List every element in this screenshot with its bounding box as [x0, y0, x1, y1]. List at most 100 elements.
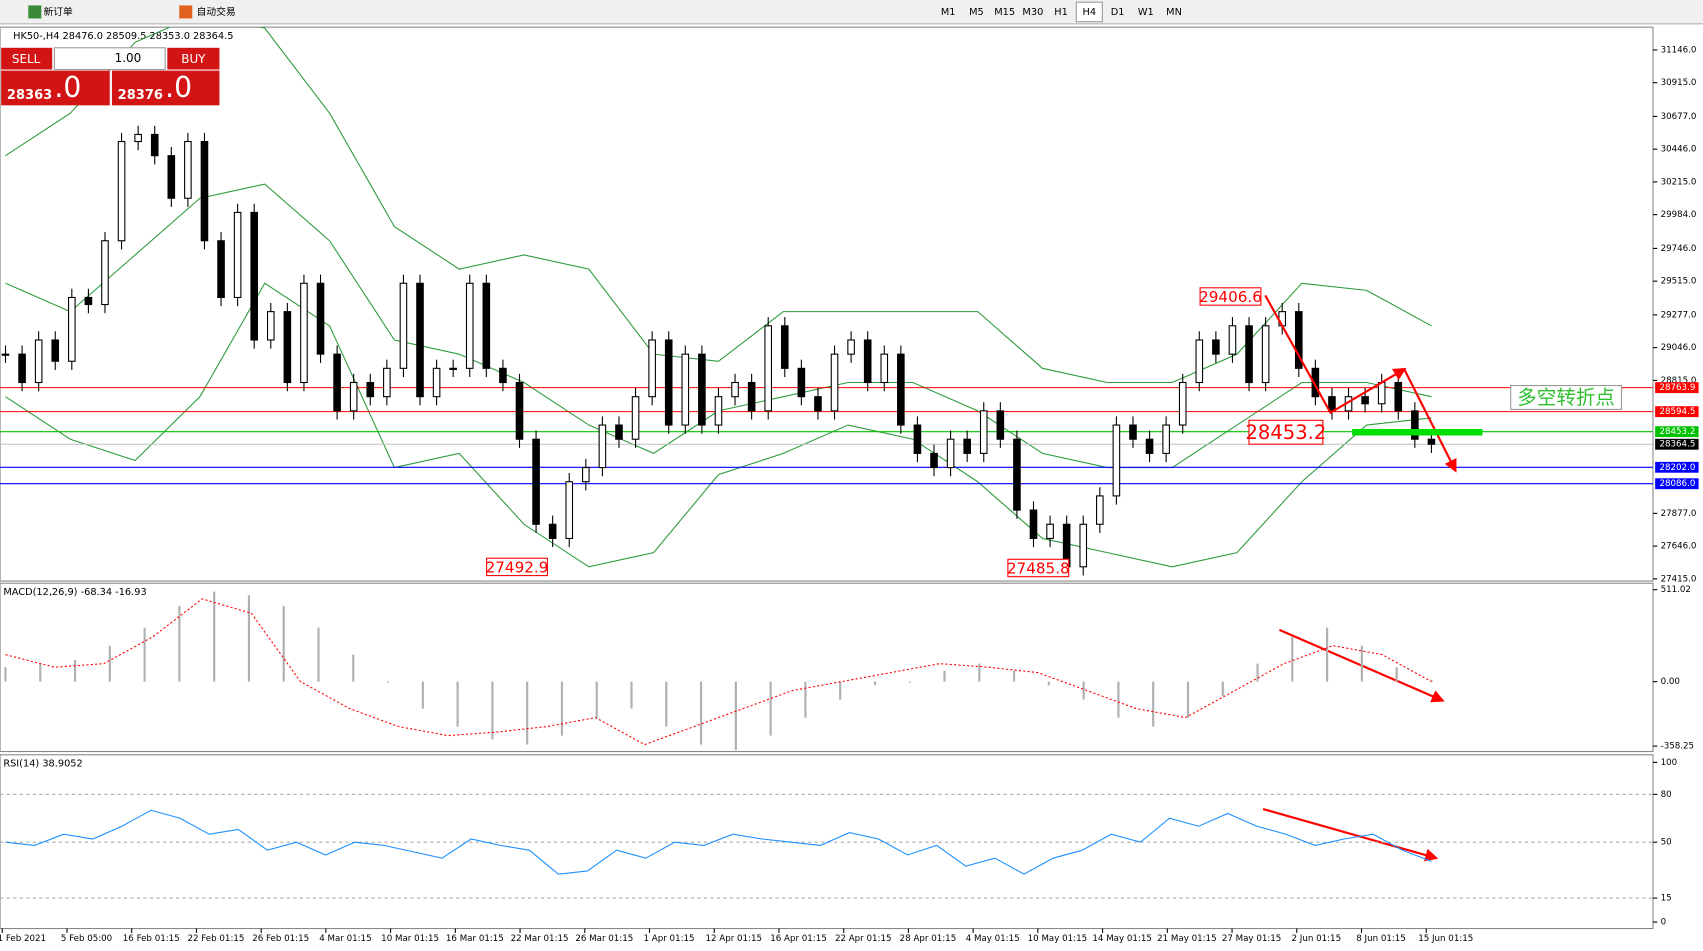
y-tick-label: 31146.0 [1661, 45, 1697, 55]
rsi-line [5, 809, 1432, 875]
annotation-box [1510, 384, 1623, 410]
macd-bar [4, 667, 7, 682]
candle [84, 296, 93, 306]
candle [963, 438, 971, 454]
buy-button[interactable] [167, 47, 220, 70]
timeframe[interactable]: M5 [969, 7, 984, 18]
sell-button[interactable] [1, 47, 53, 70]
y-tick-label: 28815.0 [1661, 376, 1697, 386]
price-level-label: 28202.0 [1659, 463, 1695, 473]
candle [1195, 339, 1204, 384]
x-tick-label: 21 May 01:15 [1157, 934, 1216, 944]
candle [764, 325, 773, 412]
candle [416, 282, 424, 398]
price-level-label: 28453.2 [1659, 427, 1695, 437]
candle [1411, 410, 1419, 440]
x-tick-label: 8 Jun 01:15 [1356, 934, 1406, 944]
macd-bar [978, 663, 981, 682]
candle [349, 381, 358, 412]
y-tick-label: 50 [1661, 838, 1672, 848]
x-tick-label: 2 Jun 01:15 [1292, 934, 1342, 944]
candle [897, 353, 905, 426]
timeframe[interactable]: M15 [994, 7, 1015, 18]
sell-quote[interactable] [1, 70, 110, 106]
x-tick-label: 16 Apr 01:15 [770, 934, 827, 944]
macd-bar [665, 681, 668, 727]
macd-bar [1186, 681, 1190, 718]
candle [1394, 381, 1403, 412]
y-tick-label: 80 [1661, 790, 1672, 800]
candle [1129, 424, 1137, 440]
trade-panel: SELL 1.00 BUY 28363 .0 28376 .0 [1, 47, 220, 106]
candle [664, 339, 673, 426]
candle [333, 353, 341, 412]
x-tick-label: 15 Jun 01:15 [1418, 934, 1473, 944]
lot-input[interactable] [53, 47, 166, 71]
x-tick-label: 4 May 01:15 [966, 934, 1020, 944]
new-order[interactable]: 新订单 [44, 5, 74, 18]
timeframe[interactable]: M1 [941, 7, 956, 18]
macd-label: MACD(12,26,9) -68.34 -16.93 [3, 587, 146, 598]
candle [1328, 396, 1336, 412]
candle [1245, 325, 1253, 384]
x-tick-label: 22 Mar 01:15 [511, 934, 569, 944]
price-level-tag [1655, 406, 1699, 418]
sell-price: 28363 [7, 88, 52, 103]
macd-bar [560, 681, 564, 736]
buy[interactable]: BUY [181, 52, 206, 66]
candle [1178, 381, 1187, 426]
macd-bar [1117, 681, 1120, 718]
price-level-tag [1655, 382, 1699, 394]
timeframe[interactable]: H4 [1083, 7, 1097, 18]
y-tick-label: 0 [1661, 918, 1667, 928]
annotation: 多空转折点 [1517, 386, 1615, 409]
macd-bar [1291, 636, 1294, 682]
macd-bar [839, 681, 842, 700]
candle [863, 339, 872, 384]
buy-quote[interactable] [111, 70, 220, 106]
candle [1427, 438, 1436, 445]
candle [499, 367, 507, 384]
timeframe[interactable]: D1 [1111, 7, 1125, 18]
macd-bar [526, 681, 529, 745]
macd-bar [317, 627, 320, 682]
macd-bar [247, 595, 251, 682]
y-tick-label: 511.02 [1661, 585, 1691, 595]
candle [383, 367, 391, 398]
candle [449, 367, 457, 370]
timeframe[interactable]: W1 [1138, 7, 1154, 18]
chart-header: HK50-,H4 28476.0 28509.5 28353.0 28364.5 [13, 31, 233, 42]
candle [250, 211, 259, 341]
y-tick-label: 29746.0 [1661, 244, 1697, 254]
macd-bar [1047, 681, 1050, 686]
sell[interactable]: SELL [12, 52, 41, 66]
x-tick-label: 26 Mar 01:15 [575, 934, 633, 944]
timeframe[interactable]: H1 [1054, 7, 1068, 18]
candle [880, 353, 889, 384]
price-level-tag [1655, 426, 1699, 438]
candle [747, 381, 756, 412]
auto-trading-icon[interactable] [179, 5, 193, 19]
x-tick-label: 16 Mar 01:15 [446, 934, 504, 944]
candle [184, 140, 192, 199]
buy-price: 28376 [118, 88, 163, 103]
y-tick-label: 30915.0 [1661, 78, 1697, 88]
candle [266, 311, 275, 341]
candle [283, 311, 292, 384]
y-tick-label: 100 [1661, 758, 1678, 768]
x-tick-label: 26 Feb 01:15 [252, 934, 309, 944]
macd-bar [386, 681, 390, 683]
lot[interactable]: 1.00 [115, 51, 142, 65]
candle [532, 438, 540, 525]
candle [615, 424, 623, 440]
y-tick-label: 30677.0 [1661, 112, 1697, 122]
price-level-tag [1655, 478, 1699, 490]
active-timeframe[interactable] [1075, 1, 1103, 23]
timeframe[interactable]: M30 [1022, 7, 1043, 18]
y-tick-label: 15 [1661, 894, 1672, 904]
new-order-icon[interactable] [28, 5, 42, 19]
auto-trading[interactable]: 自动交易 [197, 5, 236, 18]
timeframe[interactable]: MN [1166, 7, 1182, 18]
macd-bar [1395, 667, 1398, 682]
